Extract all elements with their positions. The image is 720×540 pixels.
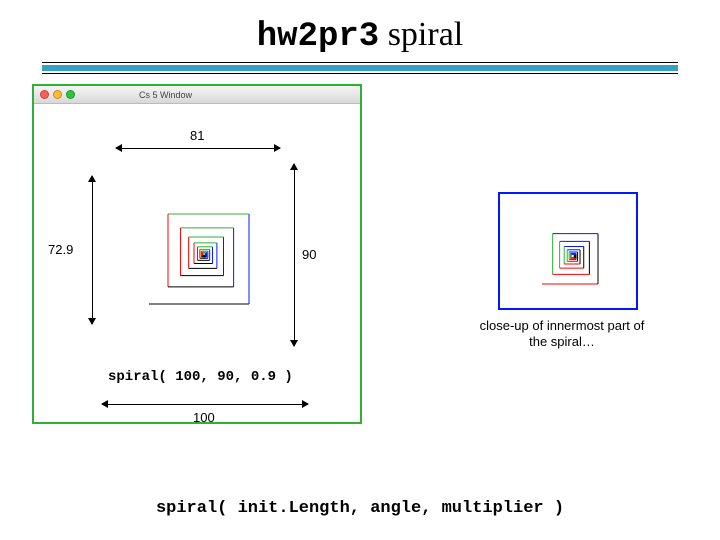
dim-label-top: 81 xyxy=(190,128,204,143)
dim-arrow-right xyxy=(294,164,295,346)
spiral-right-svg xyxy=(500,194,636,308)
window-title: Cs 5 Window xyxy=(139,90,192,100)
spiral-call-label: spiral( 100, 90, 0.9 ) xyxy=(108,369,293,385)
canvas-left: 81 72.9 90 100 spiral( 100, 90, 0.9 ) xyxy=(34,104,360,422)
window-titlebar: Cs 5 Window xyxy=(34,86,360,104)
traffic-light-zoom-icon xyxy=(66,90,75,99)
function-signature: spiral( init.Length, angle, multiplier ) xyxy=(0,499,720,518)
dim-arrow-top xyxy=(116,148,280,149)
figure-left: Cs 5 Window 81 72.9 90 100 spiral( 100, … xyxy=(32,84,362,424)
figure-right xyxy=(498,192,638,310)
dim-arrow-bottom xyxy=(102,404,308,405)
zoom-caption: close-up of innermost part of the spiral… xyxy=(472,318,652,349)
traffic-light-min-icon xyxy=(53,90,62,99)
title-mono: hw2pr3 xyxy=(257,18,379,56)
main-area: Cs 5 Window 81 72.9 90 100 spiral( 100, … xyxy=(0,74,720,454)
slide-title: hw2pr3 spiral xyxy=(0,0,720,56)
dim-label-bottom: 100 xyxy=(193,410,215,425)
traffic-light-close-icon xyxy=(40,90,49,99)
dim-arrow-left xyxy=(92,176,93,324)
dim-label-left: 72.9 xyxy=(48,242,73,257)
dim-label-right: 90 xyxy=(302,247,316,262)
title-rule xyxy=(42,62,678,74)
title-serif: spiral xyxy=(379,16,463,53)
